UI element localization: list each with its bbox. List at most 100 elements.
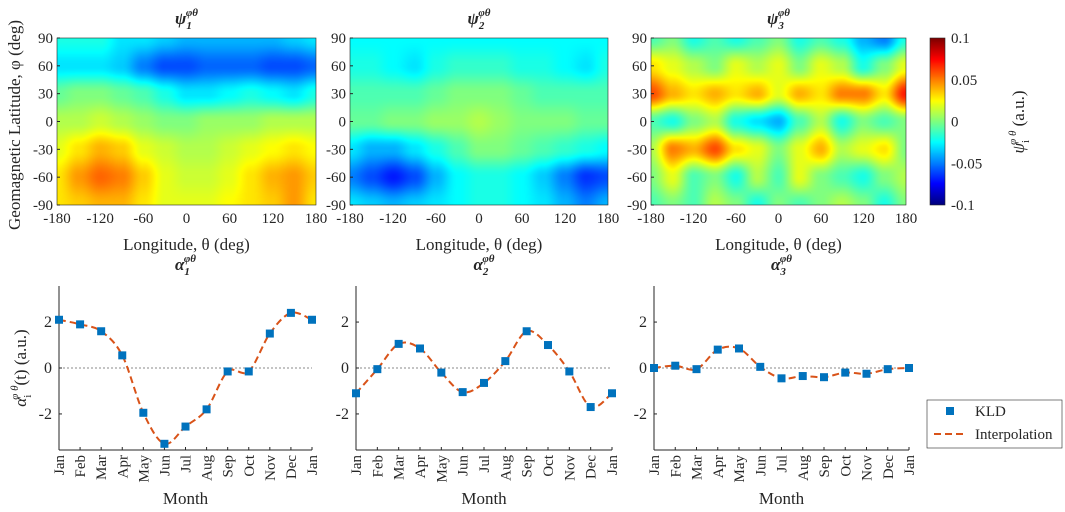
colorbar-label: ψiφ θ (a.u.) bbox=[1007, 91, 1032, 154]
x-tick-label: 120 bbox=[554, 211, 577, 227]
kld-marker bbox=[480, 378, 488, 387]
y-tick-label: -30 bbox=[326, 142, 346, 158]
x-tick-label-month: Apr bbox=[413, 455, 429, 478]
x-tick-label-month: Dec bbox=[284, 455, 300, 479]
title-superscript: φθ bbox=[482, 253, 494, 265]
title-superscript: φθ bbox=[186, 7, 198, 19]
title-base: α bbox=[771, 255, 781, 274]
y-tick-label: 0 bbox=[639, 360, 647, 377]
x-tick-label-month: Oct bbox=[541, 454, 557, 476]
title-base: α bbox=[473, 255, 483, 274]
kld-marker bbox=[202, 405, 211, 414]
y-tick-label: 60 bbox=[632, 59, 647, 75]
heatmap-frame bbox=[349, 37, 609, 206]
x-tick-label: -60 bbox=[726, 211, 746, 227]
x-tick-label: 180 bbox=[305, 211, 328, 227]
y-tick-label: 30 bbox=[331, 87, 346, 103]
y-tick-label: 30 bbox=[38, 87, 53, 103]
x-tick-label: -60 bbox=[426, 211, 446, 227]
x-axis-label: Longitude, θ (deg) bbox=[123, 235, 250, 254]
interpolation-line bbox=[653, 345, 910, 380]
title-base: ψ bbox=[175, 9, 187, 28]
y-tick-label: 2 bbox=[44, 314, 52, 331]
heatmap-psi2 bbox=[350, 38, 608, 205]
x-tick-label-month: Dec bbox=[881, 455, 897, 479]
x-tick-label-month: Mar bbox=[690, 455, 706, 480]
x-tick-label-month: Oct bbox=[242, 454, 258, 476]
kld-marker bbox=[352, 389, 360, 398]
x-tick-label-month: Nov bbox=[263, 455, 279, 481]
interpolation-line bbox=[355, 329, 613, 409]
y-tick-label: -2 bbox=[39, 406, 52, 423]
x-tick-label-month: Feb bbox=[668, 455, 684, 478]
y-tick-label: 30 bbox=[632, 87, 647, 103]
x-tick-label-month: Sep bbox=[817, 455, 833, 478]
x-tick-label-month: Oct bbox=[838, 454, 854, 476]
x-tick-label-month: Feb bbox=[370, 455, 386, 478]
colorbar-tick-label: -0.05 bbox=[951, 156, 982, 172]
heatmap-title: ψ1φθ bbox=[175, 7, 198, 32]
colorbar-label-sup: φ θ bbox=[1007, 130, 1019, 145]
title-superscript: φθ bbox=[478, 7, 490, 19]
y-tick-label: 2 bbox=[639, 314, 647, 331]
x-tick-label: -120 bbox=[379, 211, 407, 227]
kld-marker bbox=[55, 315, 63, 324]
x-tick-label: -180 bbox=[336, 211, 364, 227]
y-tick-label: 90 bbox=[331, 31, 346, 47]
heatmap-frame bbox=[650, 37, 907, 206]
x-axis-label: Month bbox=[461, 489, 507, 508]
alpha-label-unit: (t) (a.u.) bbox=[11, 329, 30, 385]
kld-marker bbox=[544, 341, 552, 350]
x-tick-label-month: Jul bbox=[477, 455, 493, 473]
x-tick-label-month: Jul bbox=[775, 455, 791, 473]
alpha-label-sub: i bbox=[22, 395, 34, 398]
kld-marker bbox=[223, 367, 232, 376]
colorbar-label-unit: (a.u.) bbox=[1009, 91, 1028, 131]
x-tick-label: 60 bbox=[515, 211, 530, 227]
kld-marker bbox=[692, 365, 701, 374]
x-tick-label-month: Jan bbox=[349, 455, 365, 475]
kld-marker bbox=[671, 361, 680, 370]
kld-marker bbox=[437, 368, 446, 377]
x-tick-label: 120 bbox=[852, 211, 875, 227]
x-tick-label: 60 bbox=[814, 211, 829, 227]
x-axis-label: Month bbox=[759, 489, 805, 508]
y-tick-label: 2 bbox=[341, 314, 349, 331]
title-base: ψ bbox=[767, 9, 779, 28]
x-tick-label: -120 bbox=[86, 211, 114, 227]
y-axis-label-latitude: Geomagnetic Latitude, φ (deg) bbox=[5, 20, 24, 230]
kld-marker bbox=[777, 374, 786, 383]
kld-marker bbox=[416, 344, 424, 353]
x-tick-label-month: Dec bbox=[584, 455, 600, 479]
colorbar bbox=[930, 38, 945, 205]
colorbar-tick-label: -0.1 bbox=[951, 198, 975, 214]
legend-kld-marker bbox=[946, 407, 954, 415]
x-axis-label: Longitude, θ (deg) bbox=[416, 235, 543, 254]
x-tick-label-month: Apr bbox=[711, 455, 727, 478]
x-tick-label: 180 bbox=[895, 211, 918, 227]
x-tick-label-month: Jun bbox=[456, 455, 472, 476]
x-tick-label-month: Jan bbox=[902, 455, 918, 475]
y-tick-label: -2 bbox=[336, 406, 349, 423]
x-tick-label: -60 bbox=[133, 211, 153, 227]
y-tick-label: -90 bbox=[33, 198, 53, 214]
kld-marker bbox=[650, 364, 658, 372]
kld-marker bbox=[883, 365, 892, 374]
y-tick-label: -30 bbox=[627, 142, 647, 158]
title-subscript: 1 bbox=[184, 266, 190, 278]
y-tick-label: -60 bbox=[326, 170, 346, 186]
x-tick-label: 0 bbox=[475, 211, 483, 227]
line-title: α1φθ bbox=[175, 253, 196, 278]
y-tick-label: 0 bbox=[46, 115, 54, 131]
y-tick-label: -90 bbox=[326, 198, 346, 214]
kld-marker bbox=[862, 369, 871, 378]
kld-marker bbox=[565, 367, 574, 376]
kld-marker bbox=[608, 389, 616, 398]
kld-marker bbox=[522, 327, 531, 336]
legend-label-kld: KLD bbox=[975, 404, 1006, 420]
x-tick-label-month: Nov bbox=[860, 455, 876, 481]
x-tick-label-month: Jan bbox=[605, 455, 621, 475]
y-tick-label: -30 bbox=[33, 142, 53, 158]
